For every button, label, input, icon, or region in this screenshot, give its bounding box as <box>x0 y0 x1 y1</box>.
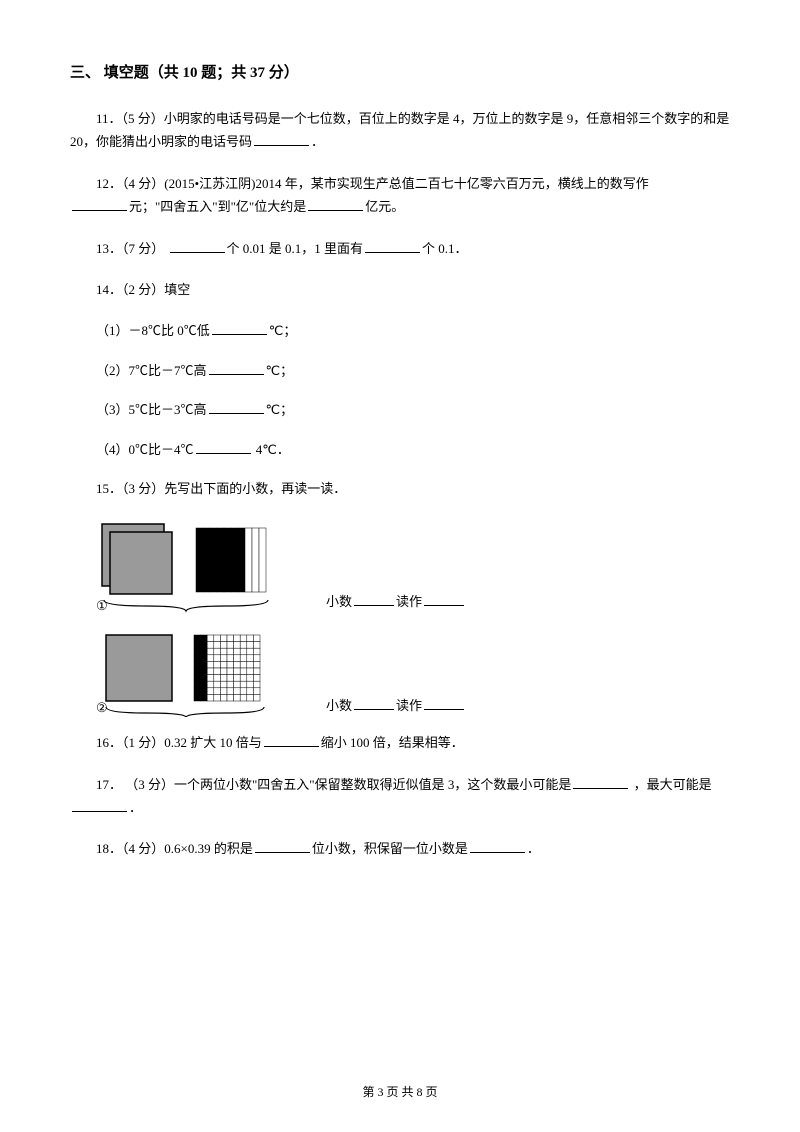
q14-2-b: ℃； <box>266 363 294 378</box>
figure-1-row: ① 小数 读作 <box>96 518 730 613</box>
fig2-duzuo: 读作 <box>396 698 422 713</box>
question-14-2: （2）7℃比－7℃高 ℃； <box>70 359 730 382</box>
question-14-4: （4）0℃比－4℃ 4℃． <box>70 438 730 461</box>
figure-2-label: ② <box>96 696 114 719</box>
q18-blank-1[interactable] <box>255 839 310 853</box>
fig1-xiaoshu: 小数 <box>326 594 352 609</box>
question-15-head: 15．（3 分）先写出下面的小数，再读一读． <box>70 477 730 500</box>
question-17: 17． （3 分）一个两位小数"四舍五入"保留整数取得近似值是 3，这个数最小可… <box>70 773 730 820</box>
fig2-blank-1[interactable] <box>354 696 394 710</box>
q13-text-c: 个 0.1． <box>422 241 468 256</box>
figure-2-row: ② 小数 读作 <box>96 627 730 717</box>
q12-blank-1[interactable] <box>72 197 127 211</box>
fig1-num: ① <box>96 598 108 613</box>
question-16: 16．（1 分）0.32 扩大 10 倍与 缩小 100 倍，结果相等． <box>70 731 730 754</box>
fig2-blank-2[interactable] <box>424 696 464 710</box>
q14-3-a: （3）5℃比－3℃高 <box>96 402 207 417</box>
q17-c: ． <box>129 800 142 815</box>
q14-2-a: （2）7℃比－7℃高 <box>96 363 207 378</box>
q12-text-b: 元；"四舍五入"到"亿"位大约是 <box>129 199 306 214</box>
q12-text-c: 亿元。 <box>365 199 404 214</box>
q13-text-b: 个 0.01 是 0.1，1 里面有 <box>227 241 364 256</box>
q11-blank[interactable] <box>254 132 309 146</box>
q18-blank-2[interactable] <box>470 839 525 853</box>
question-11: 11．（5 分）小明家的电话号码是一个七位数，百位上的数字是 4，万位上的数字是… <box>70 107 730 154</box>
q12-blank-2[interactable] <box>308 197 363 211</box>
figure-1-answer: 小数 读作 <box>326 590 466 613</box>
q14-1-b: ℃； <box>269 323 297 338</box>
q14-4-b: 4℃． <box>253 442 290 457</box>
q14-1-a: （1）－8℃比 0℃低 <box>96 323 210 338</box>
q14-4-a: （4）0℃比－4℃ <box>96 442 194 457</box>
q17-a: 17． （3 分）一个两位小数"四舍五入"保留整数取得近似值是 3，这个数最小可… <box>96 777 571 792</box>
q16-blank[interactable] <box>264 733 319 747</box>
fig1-duzuo: 读作 <box>396 594 422 609</box>
question-18: 18．（4 分）0.6×0.39 的积是 位小数，积保留一位小数是 ． <box>70 837 730 860</box>
q18-a: 18．（4 分）0.6×0.39 的积是 <box>96 841 253 856</box>
q14-3-b: ℃； <box>266 402 294 417</box>
q12-text-a: 12．（4 分）(2015•江苏江阴)2014 年，某市实现生产总值二百七十亿零… <box>96 176 649 191</box>
q14-3-blank[interactable] <box>209 400 264 414</box>
section-title: 三、 填空题（共 10 题；共 37 分） <box>70 60 730 87</box>
figure-1-label: ① <box>96 594 114 617</box>
q17-blank-2[interactable] <box>72 798 127 812</box>
question-14-head: 14．（2 分）填空 <box>70 278 730 301</box>
question-14-3: （3）5℃比－3℃高 ℃； <box>70 398 730 421</box>
q18-b: 位小数，积保留一位小数是 <box>312 841 468 856</box>
figure-1-svg <box>96 518 326 613</box>
q11-text-b: ． <box>311 134 324 149</box>
page-footer: 第 3 页 共 8 页 <box>0 1082 800 1104</box>
q14-4-blank[interactable] <box>196 440 251 454</box>
question-13: 13．（7 分） 个 0.01 是 0.1，1 里面有 个 0.1． <box>70 237 730 260</box>
fig1-blank-1[interactable] <box>354 592 394 606</box>
q14-1-blank[interactable] <box>212 321 267 335</box>
fig2-xiaoshu: 小数 <box>326 698 352 713</box>
q18-c: ． <box>527 841 540 856</box>
q17-b: ，最大可能是 <box>630 777 711 792</box>
fig1-blank-2[interactable] <box>424 592 464 606</box>
q17-blank-1[interactable] <box>573 775 628 789</box>
fig2-num: ② <box>96 700 108 715</box>
question-14-1: （1）－8℃比 0℃低 ℃； <box>70 319 730 342</box>
q16-a: 16．（1 分）0.32 扩大 10 倍与 <box>96 735 262 750</box>
q16-b: 缩小 100 倍，结果相等． <box>321 735 464 750</box>
q11-text-a: 11．（5 分）小明家的电话号码是一个七位数，百位上的数字是 4，万位上的数字是… <box>70 111 729 149</box>
figure-2-svg <box>96 627 326 717</box>
q13-blank-2[interactable] <box>365 239 420 253</box>
q13-blank-1[interactable] <box>170 239 225 253</box>
q14-2-blank[interactable] <box>209 361 264 375</box>
question-12: 12．（4 分）(2015•江苏江阴)2014 年，某市实现生产总值二百七十亿零… <box>70 172 730 219</box>
figure-2-answer: 小数 读作 <box>326 694 466 717</box>
q13-text-a: 13．（7 分） <box>96 241 168 256</box>
